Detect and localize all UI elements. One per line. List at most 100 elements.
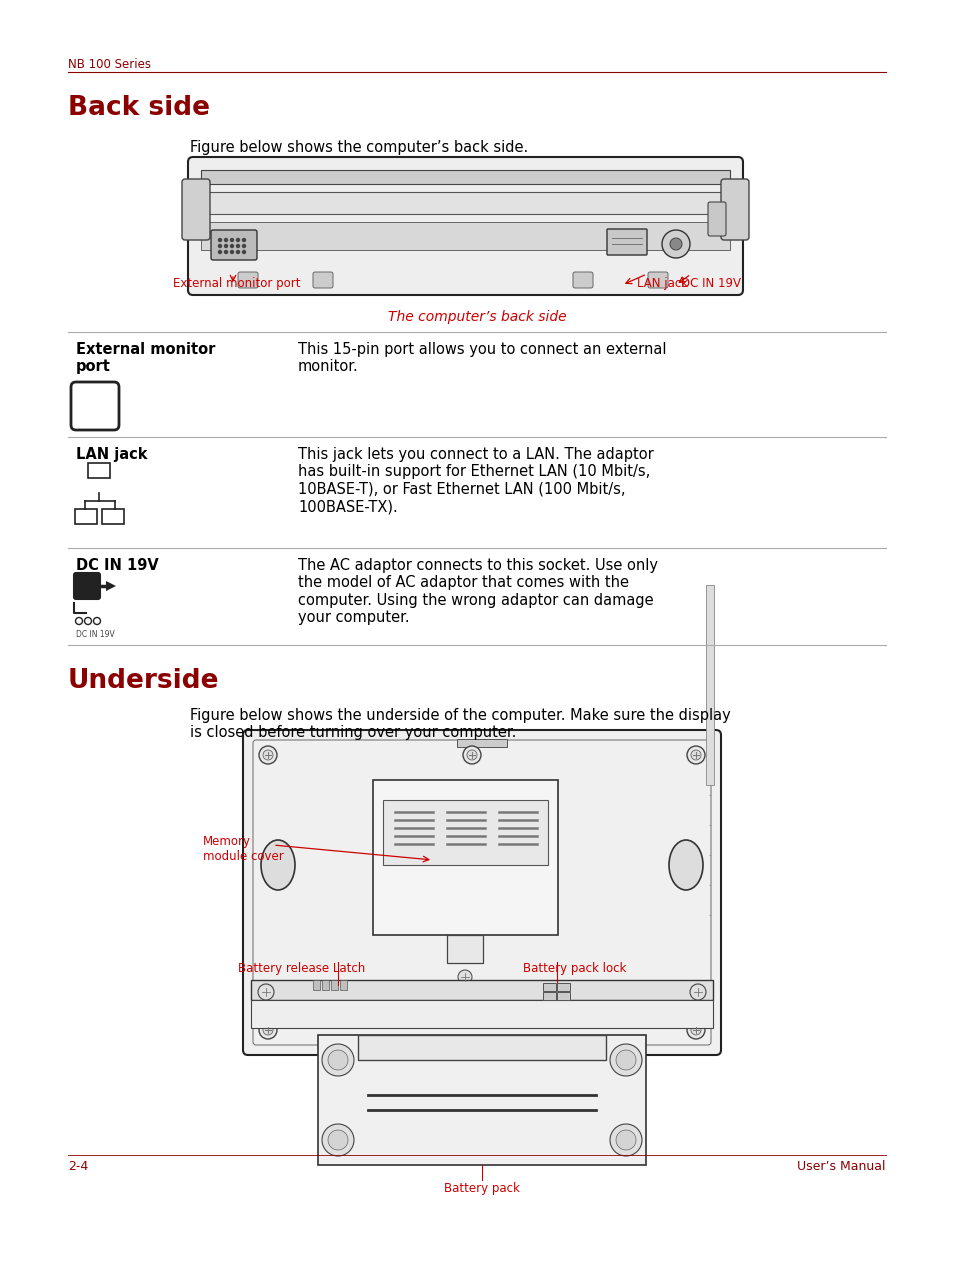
Circle shape	[231, 238, 233, 242]
Bar	[201, 223, 729, 249]
FancyBboxPatch shape	[313, 272, 333, 288]
Bar	[542, 993, 556, 1000]
Bar	[201, 192, 729, 214]
Circle shape	[236, 238, 239, 242]
Text: Memory
module cover: Memory module cover	[203, 835, 283, 863]
Text: NB 100 Series: NB 100 Series	[68, 58, 151, 72]
Circle shape	[609, 1044, 641, 1076]
Bar	[557, 984, 569, 991]
Circle shape	[242, 238, 245, 242]
Polygon shape	[106, 581, 116, 591]
Circle shape	[263, 1024, 273, 1035]
FancyBboxPatch shape	[182, 179, 210, 240]
Circle shape	[224, 238, 227, 242]
Text: 2-4: 2-4	[68, 1160, 89, 1173]
Circle shape	[322, 1124, 354, 1156]
FancyBboxPatch shape	[188, 157, 742, 295]
Text: Figure below shows the underside of the computer. Make sure the display
is close: Figure below shows the underside of the …	[190, 709, 730, 741]
Circle shape	[85, 618, 91, 624]
Text: Battery pack lock: Battery pack lock	[522, 962, 626, 975]
FancyBboxPatch shape	[720, 179, 748, 240]
Text: LAN jack: LAN jack	[76, 446, 148, 462]
Text: Battery pack: Battery pack	[443, 1182, 519, 1195]
Bar	[456, 739, 506, 747]
FancyBboxPatch shape	[707, 202, 725, 237]
Circle shape	[258, 1021, 276, 1039]
Circle shape	[93, 618, 100, 624]
FancyBboxPatch shape	[253, 741, 710, 1045]
Circle shape	[616, 1131, 636, 1150]
Text: The AC adaptor connects to this socket. Use only
the model of AC adaptor that co: The AC adaptor connects to this socket. …	[297, 558, 658, 625]
Bar	[201, 170, 729, 184]
Circle shape	[236, 251, 239, 253]
Circle shape	[328, 1131, 348, 1150]
Text: LAN jack: LAN jack	[637, 278, 687, 290]
Text: External monitor
port: External monitor port	[76, 341, 215, 375]
Circle shape	[609, 1124, 641, 1156]
FancyBboxPatch shape	[211, 230, 256, 260]
Text: Back side: Back side	[68, 95, 210, 122]
Bar	[557, 993, 569, 1000]
Circle shape	[689, 984, 705, 1000]
Bar	[251, 1000, 712, 1028]
Bar	[542, 984, 556, 991]
Circle shape	[236, 244, 239, 248]
Circle shape	[231, 244, 233, 248]
Text: External monitor port: External monitor port	[172, 278, 300, 290]
Bar	[317, 1035, 645, 1165]
Text: Figure below shows the computer’s back side.: Figure below shows the computer’s back s…	[190, 139, 528, 155]
Bar	[382, 799, 547, 865]
Bar	[102, 509, 124, 524]
Circle shape	[218, 244, 221, 248]
FancyBboxPatch shape	[237, 272, 257, 288]
Text: DC IN 19V: DC IN 19V	[76, 558, 158, 573]
Bar	[313, 980, 319, 990]
Circle shape	[242, 251, 245, 253]
Circle shape	[457, 969, 472, 984]
Circle shape	[686, 1021, 704, 1039]
Ellipse shape	[261, 840, 294, 890]
Circle shape	[263, 749, 273, 760]
Circle shape	[224, 251, 227, 253]
FancyBboxPatch shape	[606, 229, 646, 255]
Circle shape	[669, 238, 681, 249]
Circle shape	[322, 1044, 354, 1076]
Bar	[705, 585, 713, 785]
Circle shape	[686, 746, 704, 764]
Bar	[447, 935, 482, 963]
Bar	[88, 463, 110, 478]
Bar	[357, 1035, 605, 1060]
Ellipse shape	[668, 840, 702, 890]
Bar	[322, 980, 329, 990]
Text: Underside: Underside	[68, 668, 219, 694]
Text: DC IN 19V: DC IN 19V	[76, 631, 114, 640]
Text: The computer’s back side: The computer’s back side	[387, 310, 566, 324]
Circle shape	[242, 244, 245, 248]
Circle shape	[231, 251, 233, 253]
FancyBboxPatch shape	[243, 730, 720, 1055]
Text: This jack lets you connect to a LAN. The adaptor
has built-in support for Ethern: This jack lets you connect to a LAN. The…	[297, 446, 653, 514]
Circle shape	[75, 618, 82, 624]
FancyBboxPatch shape	[74, 573, 100, 599]
Text: Battery release Latch: Battery release Latch	[237, 962, 365, 975]
Bar	[339, 980, 347, 990]
Circle shape	[258, 746, 276, 764]
Text: This 15-pin port allows you to connect an external
monitor.: This 15-pin port allows you to connect a…	[297, 341, 666, 375]
Circle shape	[224, 244, 227, 248]
Bar	[373, 780, 558, 935]
Circle shape	[218, 251, 221, 253]
FancyBboxPatch shape	[647, 272, 667, 288]
Bar	[251, 980, 712, 1000]
Circle shape	[661, 230, 689, 258]
Text: User’s Manual: User’s Manual	[797, 1160, 885, 1173]
FancyBboxPatch shape	[573, 272, 593, 288]
Circle shape	[690, 1024, 700, 1035]
Bar	[331, 980, 337, 990]
FancyBboxPatch shape	[71, 382, 119, 430]
Circle shape	[218, 238, 221, 242]
Circle shape	[616, 1050, 636, 1071]
Bar	[75, 509, 97, 524]
Circle shape	[690, 749, 700, 760]
Circle shape	[462, 746, 480, 764]
Circle shape	[328, 1050, 348, 1071]
